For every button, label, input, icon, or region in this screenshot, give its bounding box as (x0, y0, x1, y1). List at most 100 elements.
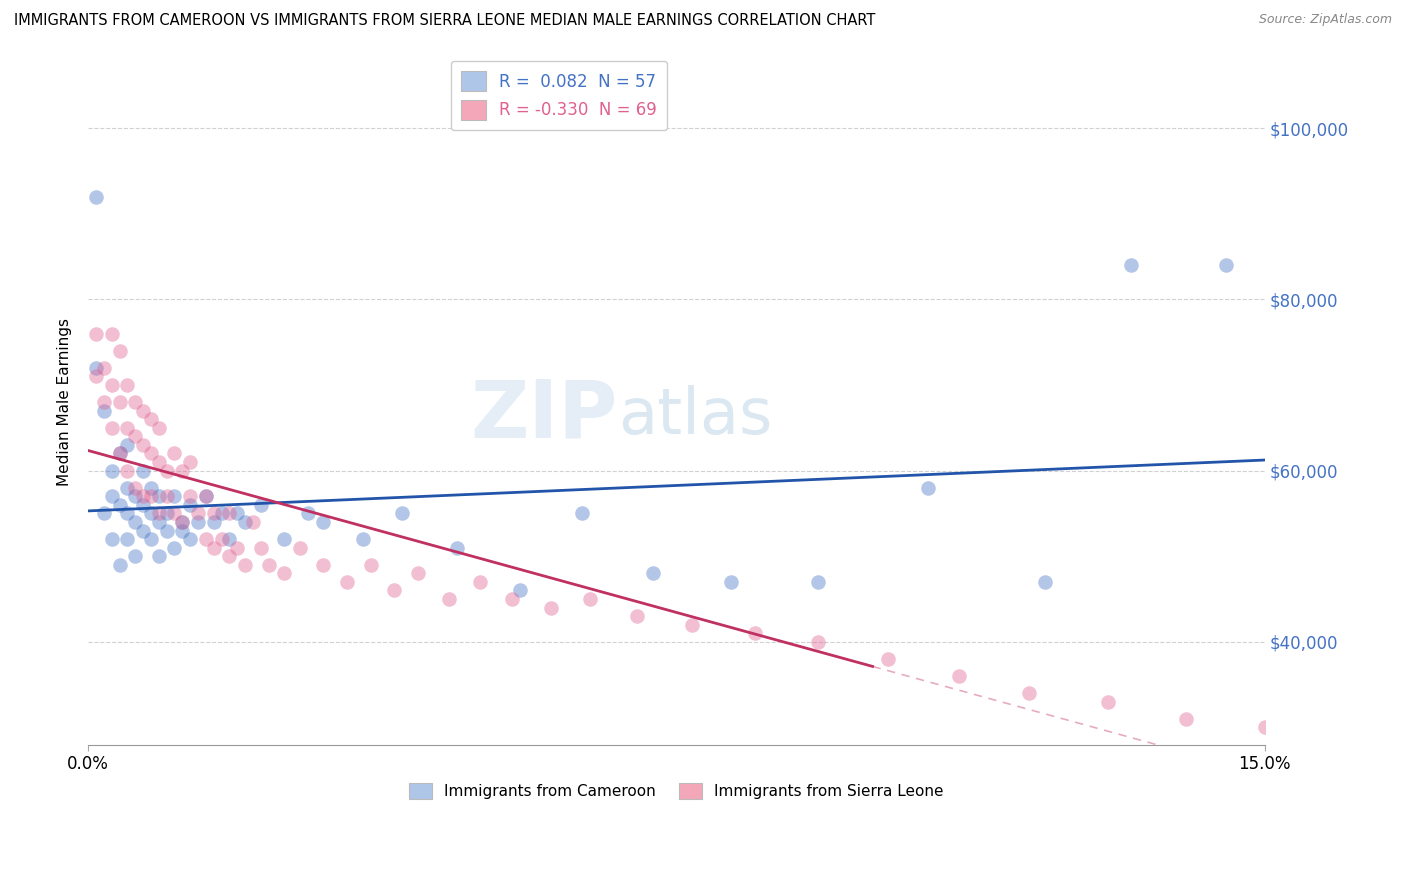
Point (641, 566, 664, 581)
Point (139, 489, 162, 503)
Point (139, 412, 162, 426)
Legend: Immigrants from Cameroon, Immigrants from Sierra Leone: Immigrants from Cameroon, Immigrants fro… (404, 777, 950, 805)
Point (84, 360, 107, 375)
Point (211, 507, 233, 521)
Point (360, 558, 382, 572)
Point (93, 507, 115, 521)
Point (139, 481, 162, 495)
Point (807, 635, 830, 649)
Point (117, 438, 139, 452)
Point (117, 464, 139, 478)
Point (470, 574, 492, 589)
Point (571, 507, 593, 521)
Point (139, 532, 162, 546)
Point (132, 498, 155, 512)
Point (139, 507, 162, 521)
Point (84, 369, 107, 384)
Point (100, 489, 122, 503)
Point (132, 524, 155, 538)
Point (257, 558, 280, 572)
Point (226, 541, 249, 555)
Point (117, 378, 139, 392)
Point (720, 574, 742, 589)
Point (124, 429, 146, 443)
Point (579, 592, 602, 607)
Point (501, 592, 523, 607)
Point (100, 326, 122, 341)
Point (163, 507, 186, 521)
Point (1033, 574, 1056, 589)
Point (194, 532, 217, 546)
Point (132, 489, 155, 503)
Point (681, 617, 703, 632)
Point (148, 421, 170, 435)
Point (179, 532, 201, 546)
Point (124, 481, 146, 495)
Point (179, 455, 201, 469)
Point (100, 378, 122, 392)
Text: Source: ZipAtlas.com: Source: ZipAtlas.com (1258, 13, 1392, 27)
Point (807, 574, 830, 589)
Point (391, 507, 413, 521)
Point (1018, 686, 1040, 700)
Point (744, 626, 766, 640)
Text: atlas: atlas (617, 384, 772, 447)
Text: IMMIGRANTS FROM CAMEROON VS IMMIGRANTS FROM SIERRA LEONE MEDIAN MALE EARNINGS CO: IMMIGRANTS FROM CAMEROON VS IMMIGRANTS F… (14, 13, 876, 29)
Point (148, 507, 170, 521)
Point (352, 532, 374, 546)
Point (226, 507, 249, 521)
Point (297, 507, 319, 521)
Point (382, 583, 405, 598)
Point (509, 583, 531, 598)
Point (155, 507, 177, 521)
Point (179, 498, 201, 512)
Point (172, 464, 194, 478)
Point (124, 549, 146, 564)
Point (1292, 729, 1315, 743)
Point (233, 515, 256, 529)
Point (172, 515, 194, 529)
Point (117, 532, 139, 546)
Point (132, 403, 155, 417)
Point (446, 541, 468, 555)
Point (108, 446, 131, 460)
Point (172, 515, 194, 529)
Point (233, 558, 256, 572)
Point (540, 600, 562, 615)
Point (194, 489, 217, 503)
Point (948, 669, 970, 683)
Point (163, 446, 186, 460)
Point (179, 489, 201, 503)
Point (148, 549, 170, 564)
Point (93, 395, 115, 409)
Point (117, 421, 139, 435)
Point (336, 574, 359, 589)
Point (626, 609, 648, 624)
Point (194, 489, 217, 503)
Point (148, 489, 170, 503)
Point (100, 421, 122, 435)
Point (218, 532, 240, 546)
Point (218, 549, 240, 564)
Point (312, 515, 335, 529)
Point (242, 515, 264, 529)
Point (124, 515, 146, 529)
Point (1175, 712, 1198, 726)
Point (187, 507, 209, 521)
Point (1254, 721, 1277, 735)
Point (124, 395, 146, 409)
Point (108, 343, 131, 358)
Point (100, 464, 122, 478)
Point (108, 558, 131, 572)
Point (312, 558, 335, 572)
Point (155, 524, 177, 538)
Point (202, 541, 225, 555)
Point (148, 515, 170, 529)
Point (84, 326, 107, 341)
Point (108, 446, 131, 460)
Point (211, 532, 233, 546)
Point (218, 507, 240, 521)
Point (108, 498, 131, 512)
Point (202, 507, 225, 521)
Point (249, 498, 271, 512)
